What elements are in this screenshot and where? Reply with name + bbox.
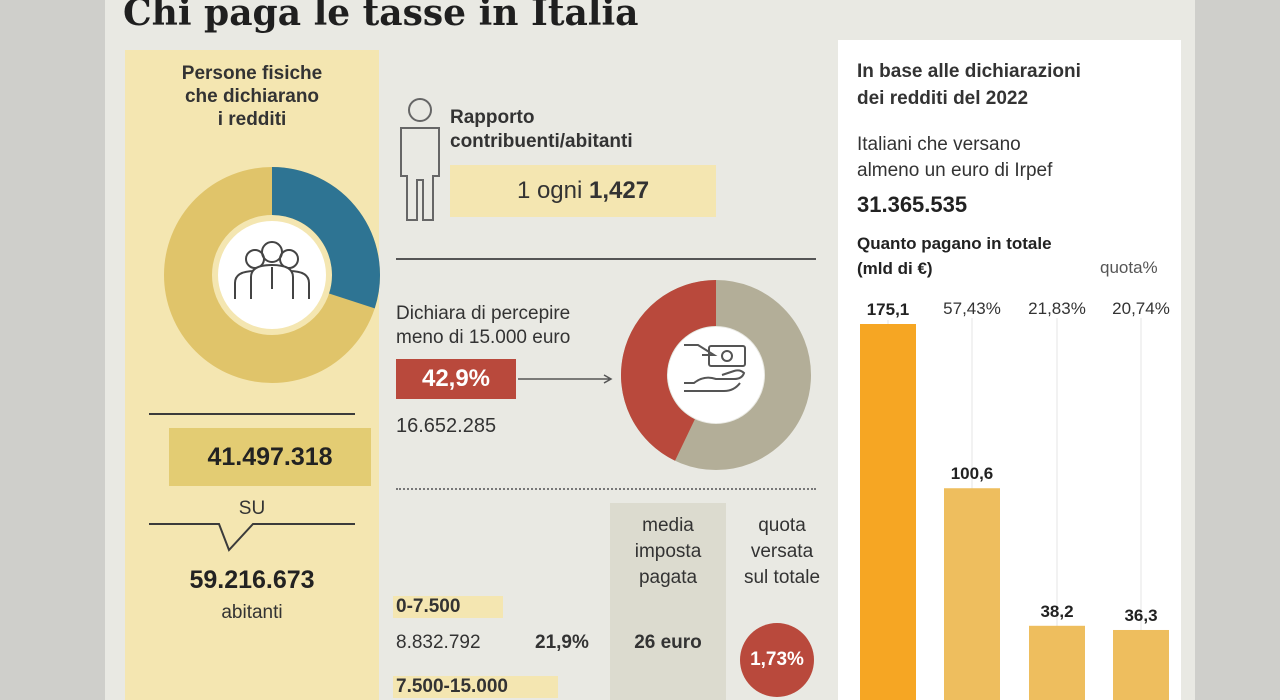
- dichiarazioni-heading: In base alle dichiarazioni dei redditi d…: [857, 58, 1081, 112]
- quota-label: quota%: [1100, 258, 1158, 277]
- persone-heading: Persone fisiche che dichiarano i redditi: [125, 62, 379, 131]
- people-group-icon: [234, 241, 310, 299]
- divider: [149, 413, 355, 415]
- row-range: 7.500-15.000: [396, 676, 508, 697]
- money-hand-icon: [684, 344, 746, 392]
- dichiarazioni-panel: In base alle dichiarazioni dei redditi d…: [838, 40, 1181, 700]
- bar-quota-label: 20,74%: [1112, 299, 1170, 318]
- row-pct: 21,9%: [535, 632, 589, 653]
- bar-quota-label: 21,83%: [1028, 299, 1086, 318]
- arrow-right-icon: [518, 374, 613, 384]
- col-media-line: pagata: [638, 567, 698, 588]
- meno15000-label-line: Dichiara di percepire: [396, 303, 571, 324]
- col-quota-line: versata: [750, 541, 814, 562]
- persone-donut: [163, 166, 381, 384]
- rapporto-label: Rapporto contribuenti/abitanti: [450, 106, 633, 154]
- italiani-label-line: Italiani che versano: [857, 134, 1021, 155]
- row-range-highlight: [393, 596, 503, 618]
- col-quota-line: quota: [758, 515, 806, 536]
- dichiarazioni-heading-line: dei redditi del 2022: [857, 88, 1029, 109]
- meno15000-label-line: meno di 15.000 euro: [396, 327, 571, 348]
- col-quota-header: quota versata sul totale: [727, 513, 837, 591]
- abitanti-label: abitanti: [221, 602, 283, 623]
- persone-heading-line: che dichiarano: [184, 86, 320, 107]
- person-icon: [400, 98, 440, 221]
- donut-red-segment: [621, 280, 717, 461]
- bar-value-label: 38,2: [1040, 602, 1073, 621]
- rapporto-value: 1,427: [589, 177, 650, 204]
- rapporto-label-line: Rapporto: [450, 107, 535, 128]
- bar-value-label: 36,3: [1124, 606, 1157, 625]
- media-column-bg: [610, 503, 726, 700]
- bar-quota-label: 57,43%: [943, 299, 1001, 318]
- row-count: 8.832.792: [396, 632, 481, 653]
- donut-blue-segment: [271, 167, 380, 309]
- meno15000-count: 16.652.285: [396, 415, 497, 437]
- persone-heading-line: Persone fisiche: [181, 63, 323, 84]
- bar-value-bg: [862, 296, 914, 320]
- row-range-highlight: [393, 676, 558, 698]
- meno15000-donut-svg: [621, 280, 811, 470]
- bar-value-label: 100,6: [951, 464, 994, 483]
- speech-pointer: [149, 523, 355, 552]
- section-divider: [396, 258, 816, 260]
- bar: [1029, 625, 1085, 700]
- italiani-label-line: almeno un euro di Irpef: [857, 160, 1053, 181]
- col-media-header: media imposta pagata: [610, 513, 726, 591]
- persone-heading-line: i redditi: [217, 109, 287, 130]
- page-title: Chi paga le tasse in Italia: [123, 0, 639, 34]
- bar: [944, 488, 1000, 700]
- meno15000-pct: 42,9%: [396, 359, 516, 399]
- abitanti-value: 59.216.673: [189, 566, 315, 594]
- dichiarazioni-heading-line: In base alle dichiarazioni: [857, 61, 1081, 82]
- bar-value-label: 175,1: [867, 300, 910, 319]
- quanto-label: Quanto pagano in totale (mld di €): [857, 231, 1052, 281]
- dichiaranti-value: 41.497.318: [169, 428, 371, 486]
- persone-donut-svg: [164, 167, 380, 383]
- quanto-label-line: Quanto pagano in totale: [857, 234, 1052, 253]
- meno15000-donut: [616, 275, 816, 475]
- rapporto-box: 1 ogni 1,427: [450, 165, 716, 217]
- italiani-label: Italiani che versano almeno un euro di I…: [857, 132, 1052, 184]
- dotted-divider: [396, 488, 816, 490]
- rapporto-prefix: 1 ogni: [516, 177, 583, 204]
- quanto-label-line: (mld di €): [857, 259, 933, 278]
- persone-fisiche-column: Persone fisiche che dichiarano i redditi: [125, 50, 381, 700]
- col-media-line: imposta: [634, 541, 702, 562]
- row-media: 26 euro: [634, 632, 702, 653]
- italiani-value: 31.365.535: [857, 192, 968, 217]
- bar: [860, 324, 916, 700]
- donut-center: [668, 327, 764, 423]
- su-label: SU: [238, 498, 266, 519]
- col-quota-line: sul totale: [743, 567, 821, 588]
- meno15000-label: Dichiara di percepire meno di 15.000 eur…: [396, 302, 570, 350]
- row-range: 0-7.500: [396, 596, 461, 617]
- row-quota-badge: 1,73%: [740, 623, 814, 697]
- bar: [1113, 629, 1169, 700]
- col-media-line: media: [642, 515, 694, 536]
- tasse-bar-chart: 175,1 100,6 57,43% 38,2 21,83% 36,3 20,74%: [860, 296, 1170, 700]
- rapporto-label-line: contribuenti/abitanti: [450, 131, 633, 152]
- infographic-panel: Chi paga le tasse in Italia Persone fisi…: [105, 0, 1195, 700]
